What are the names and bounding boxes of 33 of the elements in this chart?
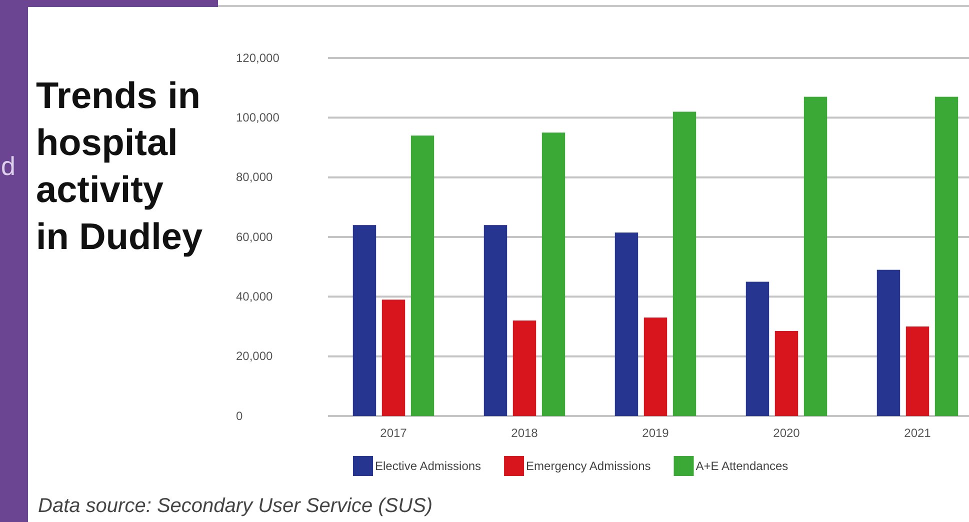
x-tick-label: 2018 [511,426,538,440]
bar [512,320,536,416]
y-tick-label: 120,000 [236,50,280,65]
x-tick-label: 2020 [773,426,800,440]
bar [484,225,508,416]
bar [746,282,770,416]
x-tick-label: 2017 [380,426,408,440]
y-tick-label: 100,000 [236,110,280,125]
y-tick-label: 40,000 [236,290,274,304]
source-note: Data source: Secondary User Service (SUS) [38,495,433,517]
bar [542,132,566,416]
bar [906,326,930,416]
y-tick-label: 80,000 [236,170,274,184]
y-tick-label: 0 [236,408,243,423]
bar [614,232,638,416]
text: Trends in hospital activity in Dudley [36,75,203,257]
bar [934,96,958,416]
legend-label: Emergency Admissions [526,459,651,473]
bar [876,270,900,416]
y-tick-label: 20,000 [236,349,274,364]
bar [352,225,376,416]
bar [410,136,434,416]
bar [774,330,798,416]
legend-label: A+E Attendances [696,459,788,473]
bar [804,96,828,416]
bar [382,300,406,416]
x-tick-label: 2019 [642,426,670,440]
text: d [1,151,16,181]
y-tick-label: 60,000 [236,230,274,244]
bar [644,318,668,416]
legend-label: Elective Admissions [375,459,482,473]
x-tick-label: 2021 [904,426,932,440]
bar [672,112,696,416]
